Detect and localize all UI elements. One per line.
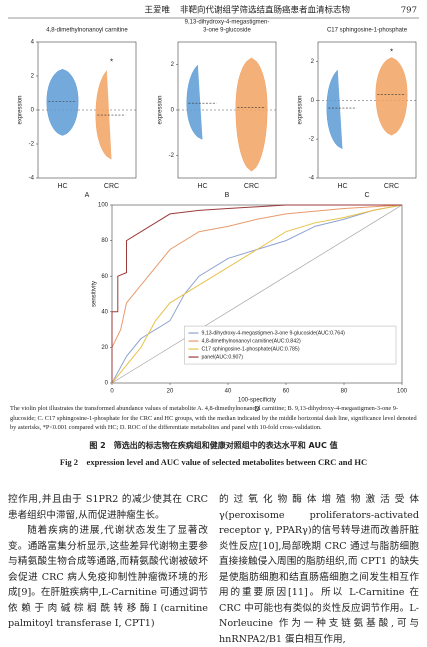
y-axis-label: sensitivity bbox=[92, 281, 98, 307]
header-author: 王爱唯 bbox=[144, 5, 170, 16]
x-tick-label: CRC bbox=[384, 183, 399, 190]
significance: * bbox=[110, 58, 113, 67]
legend-label: 4,8-dimethylnonanoyl carnitine(AUC:0.842… bbox=[202, 338, 301, 344]
roc-curve bbox=[111, 204, 403, 383]
header-title: 非靶向代谢组学筛选结直肠癌患者血清标志物 bbox=[180, 5, 351, 16]
y-tick-label: -2 bbox=[309, 137, 315, 143]
chart-title: C17 sphingosine-1-phosphate bbox=[327, 28, 408, 34]
figure: 王爱唯 非靶向代谢组学筛选结直肠癌患者血清标志物 797 -4 -2 0 2 4 expr… bbox=[8, 5, 419, 413]
y-tick-label: 0 bbox=[171, 108, 175, 114]
right-column: 的过氧化物酶体增殖物激活受体 γ(peroxisome proliferator… bbox=[219, 492, 419, 647]
roc-curve bbox=[111, 204, 403, 384]
violin bbox=[235, 57, 268, 172]
paragraph: 的过氧化物酶体增殖物激活受体 γ(peroxisome proliferator… bbox=[219, 494, 419, 645]
y-tick-label: 0 bbox=[105, 381, 109, 387]
legend-label: C17 sphingosine-1-phosphate(AUC:0.785) bbox=[202, 346, 300, 352]
caption-cn: 图 2 筛选出的标志物在疾病组和健康对照组中的表达水平和 AUC 值 bbox=[89, 441, 338, 450]
plot-frame bbox=[111, 204, 403, 384]
y-axis-label: expression bbox=[18, 95, 24, 124]
y-tick-label: 2 bbox=[311, 59, 315, 65]
violin bbox=[375, 57, 408, 136]
panel-label: A bbox=[85, 192, 90, 199]
y-tick-label: -2 bbox=[169, 153, 175, 159]
x-tick-label: CRC bbox=[104, 183, 119, 190]
x-axis-label: 100-specificity bbox=[238, 398, 276, 404]
chart-title: 9,13-dihydroxy-4-megastigmen- bbox=[185, 20, 270, 26]
y-tick-label: 2 bbox=[31, 74, 35, 80]
left-column: 控作用,并且由于 S1PR2 的减少使其在 CRC 患者组织中滞留,从而促进肿瘤… bbox=[8, 492, 208, 632]
legend-label: panel(AUC:0.907) bbox=[202, 354, 244, 360]
page: 王爱唯 非靶向代谢组学筛选结直肠癌患者血清标志物 797 -4 -2 0 2 4 expr… bbox=[8, 4, 419, 645]
violin bbox=[326, 69, 343, 150]
figure-note: The violin plot illustrates the transfor… bbox=[10, 405, 417, 431]
x-tick-label: 40 bbox=[225, 389, 232, 395]
chart-title: 4,8-dimethylnonanoyl carnitine bbox=[46, 28, 128, 34]
y-tick-label: 2 bbox=[171, 62, 175, 68]
y-axis-label: expression bbox=[298, 95, 304, 124]
x-tick-label: HC bbox=[57, 183, 67, 190]
y-tick-label: 100 bbox=[98, 203, 109, 209]
y-tick-label: 4 bbox=[31, 40, 35, 46]
panel-label: C bbox=[364, 192, 369, 199]
paragraph: 控作用,并且由于 S1PR2 的减少使其在 CRC 患者组织中滞留,从而促进肿瘤… bbox=[8, 494, 208, 521]
caption-en: Fig 2 expression level and AUC value of … bbox=[59, 457, 368, 467]
x-tick-label: 100 bbox=[397, 389, 408, 395]
y-tick-label: -2 bbox=[29, 142, 35, 148]
y-tick-label: 0 bbox=[31, 108, 35, 114]
panel-label: D bbox=[254, 406, 259, 413]
paragraph: 随着疾病的进展,代谢状态发生了显著改变。通路富集分析显示,这些差异代谢物主要参与… bbox=[8, 525, 208, 629]
x-tick-label: 0 bbox=[110, 389, 114, 395]
y-tick-label: 0 bbox=[311, 98, 315, 104]
x-tick-label: 80 bbox=[341, 389, 348, 395]
x-tick-label: 20 bbox=[167, 389, 174, 395]
violin bbox=[95, 70, 112, 160]
page-number: 797 bbox=[401, 6, 417, 16]
legend-label: 9,13-dihydroxy-4-megastigmen-3-one 9-glu… bbox=[202, 330, 346, 336]
x-tick-label: HC bbox=[197, 183, 207, 190]
significance: * bbox=[390, 48, 393, 57]
y-tick-label: -4 bbox=[309, 176, 315, 182]
violin bbox=[186, 64, 203, 140]
x-tick-label: 60 bbox=[283, 389, 290, 395]
y-axis-label: expression bbox=[158, 95, 164, 124]
y-tick-label: -4 bbox=[29, 176, 35, 182]
roc-curve bbox=[111, 204, 403, 384]
y-tick-label: 80 bbox=[101, 238, 108, 244]
reference-diagonal bbox=[111, 204, 403, 384]
x-tick-label: CRC bbox=[244, 183, 259, 190]
y-tick-label: 20 bbox=[101, 345, 108, 351]
y-tick-label: 60 bbox=[101, 274, 108, 280]
x-tick-label: HC bbox=[337, 183, 347, 190]
roc-curve bbox=[111, 204, 402, 383]
chart-title: 3-one 9-glucoside bbox=[203, 28, 251, 34]
plot-frame bbox=[317, 41, 417, 179]
violin bbox=[46, 68, 79, 136]
legend-box bbox=[184, 325, 397, 365]
y-tick-label: 40 bbox=[101, 309, 108, 315]
panel-label: B bbox=[225, 192, 230, 199]
